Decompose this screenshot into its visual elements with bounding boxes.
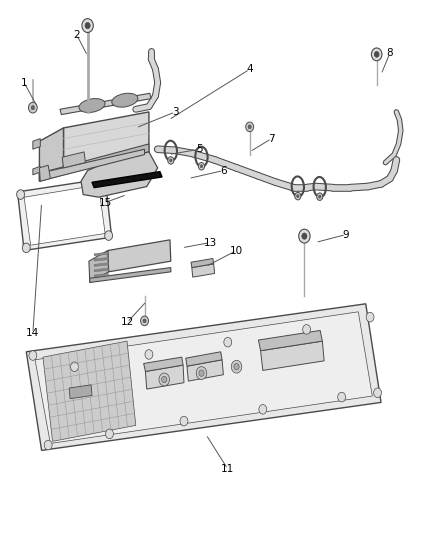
- Circle shape: [31, 106, 35, 110]
- Polygon shape: [94, 268, 109, 272]
- Circle shape: [17, 190, 25, 199]
- Circle shape: [224, 337, 232, 347]
- Polygon shape: [186, 352, 222, 366]
- Circle shape: [145, 350, 153, 359]
- Polygon shape: [187, 360, 223, 381]
- Polygon shape: [94, 257, 109, 261]
- Circle shape: [317, 193, 323, 200]
- Polygon shape: [35, 312, 372, 443]
- Polygon shape: [39, 144, 149, 181]
- Circle shape: [162, 376, 167, 383]
- Polygon shape: [39, 128, 64, 181]
- Circle shape: [234, 364, 239, 370]
- Polygon shape: [94, 273, 109, 277]
- Circle shape: [180, 416, 188, 426]
- Polygon shape: [191, 259, 214, 268]
- Polygon shape: [24, 185, 105, 245]
- Polygon shape: [26, 304, 381, 450]
- Circle shape: [259, 405, 267, 414]
- Circle shape: [170, 159, 172, 162]
- Text: 9: 9: [343, 230, 350, 239]
- Polygon shape: [64, 112, 149, 168]
- Circle shape: [143, 319, 146, 323]
- Text: 15: 15: [99, 198, 112, 207]
- Circle shape: [295, 192, 301, 200]
- Circle shape: [231, 360, 242, 373]
- Circle shape: [374, 388, 381, 398]
- Circle shape: [168, 157, 174, 164]
- Circle shape: [299, 229, 310, 243]
- Polygon shape: [144, 357, 183, 372]
- Text: 7: 7: [268, 134, 275, 143]
- Text: 2: 2: [73, 30, 80, 39]
- Polygon shape: [60, 93, 151, 115]
- Circle shape: [200, 165, 203, 168]
- Polygon shape: [261, 341, 324, 370]
- Circle shape: [141, 316, 148, 326]
- Circle shape: [85, 22, 90, 29]
- Circle shape: [71, 362, 78, 372]
- Polygon shape: [18, 179, 112, 251]
- Circle shape: [199, 370, 204, 376]
- Text: 12: 12: [120, 318, 134, 327]
- Circle shape: [297, 195, 299, 198]
- Text: 3: 3: [172, 107, 179, 117]
- Polygon shape: [69, 385, 92, 399]
- Text: 14: 14: [26, 328, 39, 338]
- Polygon shape: [258, 330, 322, 351]
- Polygon shape: [62, 152, 85, 168]
- Circle shape: [196, 367, 207, 379]
- Polygon shape: [89, 251, 109, 282]
- Circle shape: [99, 177, 107, 187]
- Text: 4: 4: [246, 64, 253, 74]
- Polygon shape: [108, 240, 171, 272]
- Circle shape: [105, 231, 113, 240]
- Polygon shape: [39, 149, 145, 181]
- Circle shape: [106, 429, 113, 439]
- Circle shape: [44, 440, 52, 450]
- Polygon shape: [39, 165, 50, 181]
- Circle shape: [366, 312, 374, 322]
- Text: 6: 6: [220, 166, 227, 175]
- Polygon shape: [90, 268, 171, 282]
- Circle shape: [318, 195, 321, 198]
- Circle shape: [371, 48, 382, 61]
- Circle shape: [28, 102, 37, 113]
- Circle shape: [374, 52, 379, 57]
- Circle shape: [198, 163, 205, 170]
- Text: 11: 11: [221, 464, 234, 474]
- Text: 13: 13: [204, 238, 217, 247]
- Circle shape: [159, 373, 170, 386]
- Text: 1: 1: [21, 78, 28, 87]
- Polygon shape: [145, 365, 184, 389]
- Circle shape: [22, 243, 30, 253]
- Circle shape: [29, 351, 37, 360]
- Circle shape: [82, 19, 93, 33]
- Circle shape: [303, 325, 311, 334]
- Text: 10: 10: [230, 246, 243, 255]
- Polygon shape: [192, 264, 215, 277]
- Ellipse shape: [79, 99, 105, 112]
- Circle shape: [302, 233, 307, 239]
- Polygon shape: [81, 152, 158, 197]
- Polygon shape: [43, 341, 136, 441]
- Polygon shape: [92, 172, 162, 188]
- Ellipse shape: [112, 93, 138, 107]
- Text: 8: 8: [386, 49, 393, 58]
- Text: 5: 5: [196, 144, 203, 154]
- Circle shape: [338, 392, 346, 402]
- Polygon shape: [94, 252, 109, 256]
- Polygon shape: [94, 263, 109, 266]
- Circle shape: [248, 125, 251, 129]
- Polygon shape: [33, 139, 40, 149]
- Circle shape: [246, 122, 254, 132]
- Polygon shape: [33, 166, 40, 175]
